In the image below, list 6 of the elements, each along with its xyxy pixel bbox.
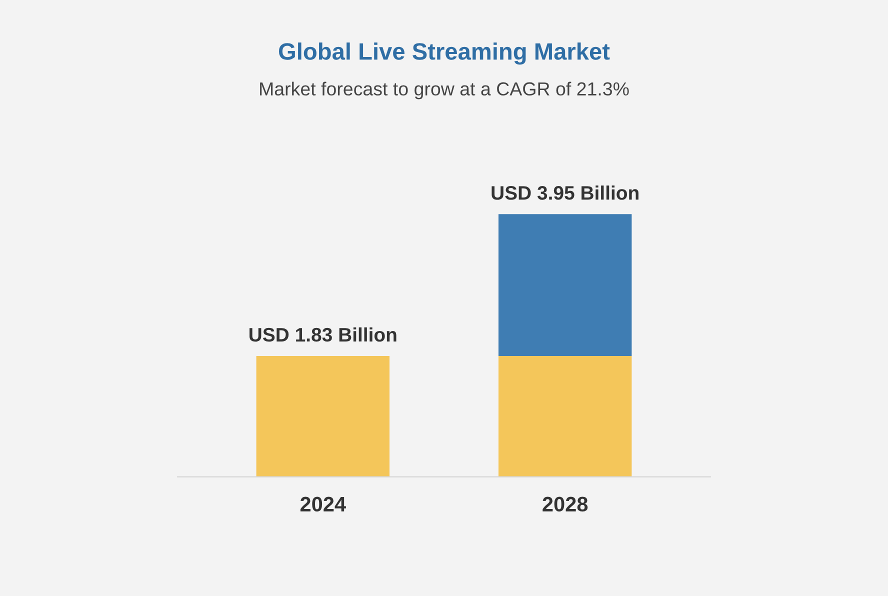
chart-title: Global Live Streaming Market [279,42,610,65]
x-tick-label: 2028 [542,496,588,512]
chart-subtitle: Market forecast to grow at a CAGR of 21.3% [260,82,629,100]
total-label: USD 3.95 Billion [492,186,638,200]
x-tick-label: 2024 [300,496,346,512]
total-label: USD 1.83 Billion [250,327,396,342]
